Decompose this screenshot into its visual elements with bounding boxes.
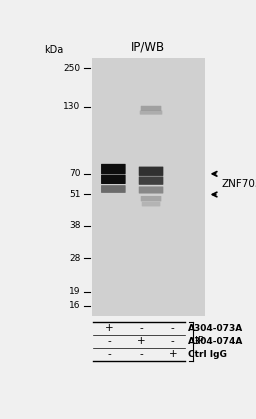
FancyBboxPatch shape xyxy=(101,185,126,193)
Text: kDa: kDa xyxy=(44,45,63,55)
FancyBboxPatch shape xyxy=(139,167,163,176)
Text: 16: 16 xyxy=(69,301,81,310)
Text: -: - xyxy=(108,349,111,359)
Text: 250: 250 xyxy=(63,64,81,72)
Text: A304-073A: A304-073A xyxy=(188,324,243,333)
FancyBboxPatch shape xyxy=(139,186,163,194)
Text: IP: IP xyxy=(195,336,204,346)
FancyBboxPatch shape xyxy=(142,202,160,207)
Text: -: - xyxy=(171,336,175,346)
Text: -: - xyxy=(171,323,175,334)
FancyBboxPatch shape xyxy=(141,196,161,202)
Text: +: + xyxy=(105,323,114,334)
Bar xyxy=(92,58,205,316)
Text: 51: 51 xyxy=(69,190,81,199)
FancyBboxPatch shape xyxy=(101,175,126,184)
Text: -: - xyxy=(108,336,111,346)
Text: Ctrl IgG: Ctrl IgG xyxy=(188,350,227,359)
Text: -: - xyxy=(139,349,143,359)
Text: 38: 38 xyxy=(69,221,81,230)
Text: 28: 28 xyxy=(69,254,81,263)
Text: 130: 130 xyxy=(63,102,81,111)
Text: IP/WB: IP/WB xyxy=(131,41,165,54)
FancyBboxPatch shape xyxy=(101,164,126,174)
FancyBboxPatch shape xyxy=(139,176,163,185)
Text: 70: 70 xyxy=(69,169,81,178)
Text: A304-074A: A304-074A xyxy=(188,337,243,346)
FancyBboxPatch shape xyxy=(141,106,161,111)
Text: 19: 19 xyxy=(69,287,81,296)
Text: +: + xyxy=(168,349,177,359)
FancyBboxPatch shape xyxy=(140,111,162,115)
Text: +: + xyxy=(137,336,145,346)
Text: -: - xyxy=(139,323,143,334)
Text: ZNF703: ZNF703 xyxy=(221,179,256,189)
